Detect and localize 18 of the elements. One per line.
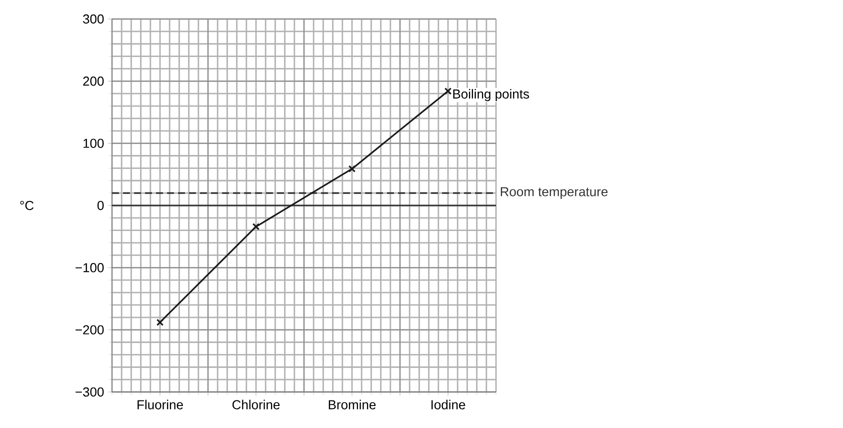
x-tick-label: Fluorine bbox=[138, 400, 183, 410]
y-tick-label: 100 bbox=[84, 138, 104, 148]
y-tick-label: −200 bbox=[76, 325, 104, 334]
point bbox=[444, 87, 452, 95]
y-tick-label: −100 bbox=[76, 263, 104, 272]
y-axis-title: °C bbox=[20, 200, 34, 210]
x-tick-label: Chlorine bbox=[232, 400, 280, 410]
x-tick-label: Iodine bbox=[432, 400, 466, 410]
point bbox=[252, 223, 260, 230]
y-tick-label: 0 bbox=[97, 200, 104, 210]
y-tick-label: −300 bbox=[76, 387, 104, 397]
y-tick-label: 300 bbox=[83, 14, 104, 24]
y-tick-label: 200 bbox=[83, 76, 104, 86]
ref-line-label: Room temperature bbox=[500, 187, 608, 199]
x-tick-label: Bromine bbox=[328, 400, 376, 410]
point bbox=[156, 318, 164, 326]
point bbox=[348, 165, 356, 172]
series-label: Boiling points bbox=[453, 89, 530, 102]
